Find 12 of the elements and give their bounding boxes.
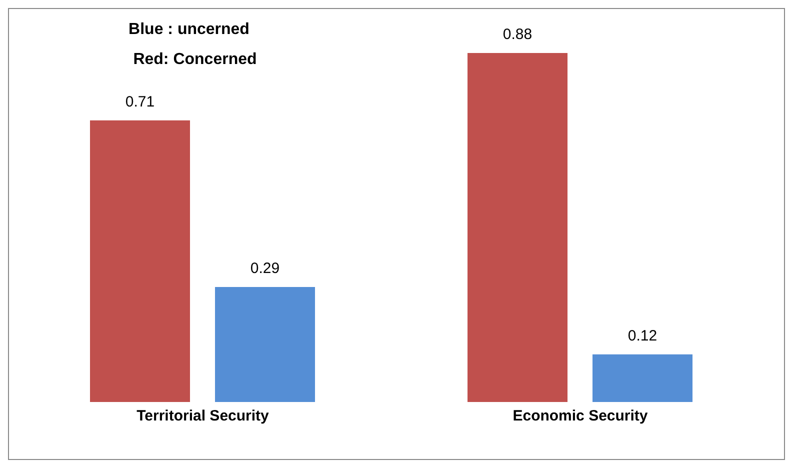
x-tick-label: Territorial Security xyxy=(136,408,270,425)
annotation: Red: Concerned xyxy=(132,51,258,69)
data-label: 0.29 xyxy=(250,260,280,277)
data-label: 0.88 xyxy=(502,26,532,43)
bar xyxy=(592,354,692,402)
data-label: 0.12 xyxy=(628,327,658,344)
bar xyxy=(90,120,190,402)
bar xyxy=(468,53,568,402)
text: Blue : uncerned xyxy=(128,21,250,39)
bar xyxy=(215,286,315,402)
x-tick-label: Economic Security xyxy=(512,408,648,425)
data-label: 0.71 xyxy=(125,93,155,110)
